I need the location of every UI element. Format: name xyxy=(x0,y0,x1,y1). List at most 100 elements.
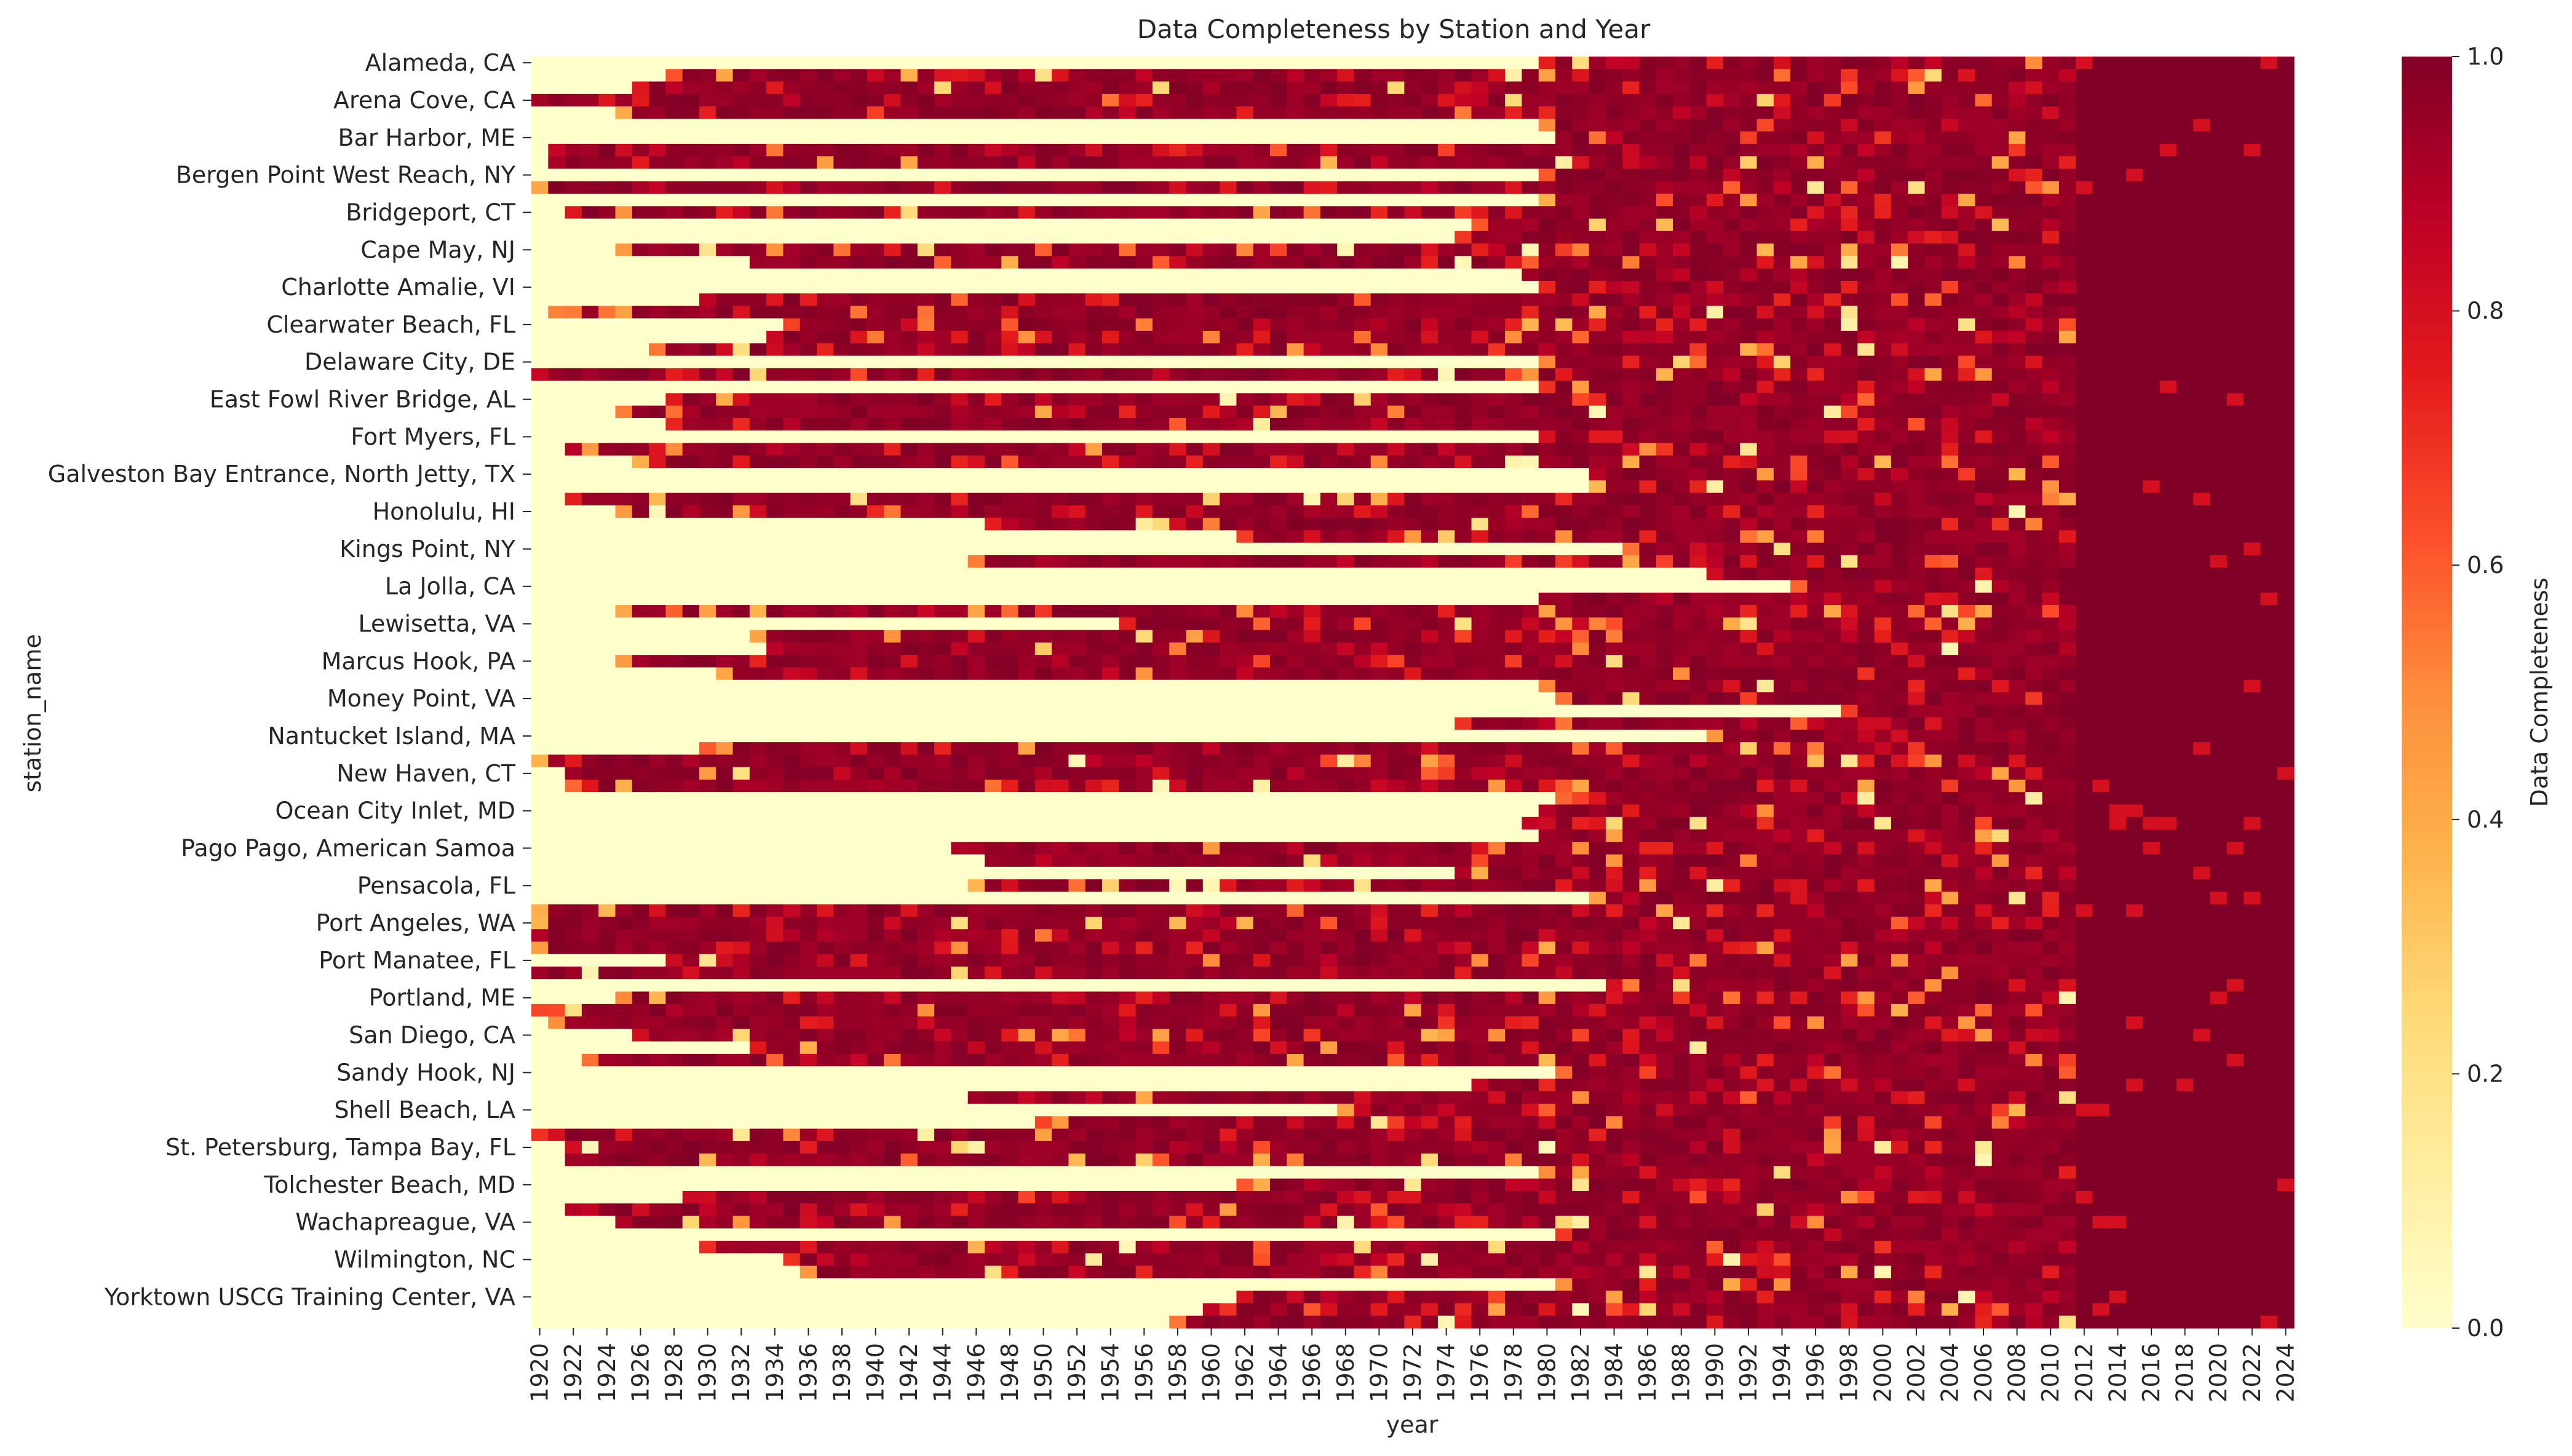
heatmap-cell xyxy=(783,381,800,394)
heatmap-cell xyxy=(665,381,683,394)
heatmap-cell xyxy=(1622,57,1640,69)
heatmap-cell xyxy=(2160,106,2177,119)
heatmap-cell xyxy=(918,82,935,95)
heatmap-cell xyxy=(2260,580,2277,593)
heatmap-cell xyxy=(951,617,968,630)
heatmap-cell xyxy=(2042,456,2060,469)
heatmap-cell xyxy=(1689,343,1707,356)
heatmap-cell xyxy=(1455,57,1472,69)
heatmap-cell xyxy=(1153,231,1170,244)
heatmap-cell xyxy=(1942,219,1959,232)
heatmap-cell xyxy=(901,530,918,543)
heatmap-cell xyxy=(733,132,750,144)
heatmap-cell xyxy=(1438,181,1455,194)
heatmap-cell xyxy=(665,269,683,282)
heatmap-cell xyxy=(716,181,733,194)
heatmap-cell xyxy=(1455,617,1472,630)
heatmap-cell xyxy=(1320,194,1338,207)
heatmap-cell xyxy=(851,418,868,431)
heatmap-cell xyxy=(918,518,935,531)
heatmap-cell xyxy=(1925,206,1942,219)
heatmap-cell xyxy=(1354,393,1371,406)
heatmap-cell xyxy=(1438,568,1455,580)
heatmap-cell xyxy=(598,555,616,568)
heatmap-cell xyxy=(1757,306,1774,318)
heatmap-cell xyxy=(985,605,1002,618)
heatmap-cell xyxy=(1186,493,1204,506)
heatmap-cell xyxy=(1975,356,1992,369)
heatmap-cell xyxy=(1757,530,1774,543)
heatmap-cell xyxy=(716,530,733,543)
heatmap-cell xyxy=(2143,381,2160,394)
heatmap-cell xyxy=(884,368,901,381)
heatmap-cell xyxy=(1086,57,1103,69)
heatmap-cell xyxy=(951,206,968,219)
heatmap-cell xyxy=(2092,630,2110,643)
heatmap-cell xyxy=(1488,293,1506,306)
heatmap-cell xyxy=(2277,518,2295,531)
heatmap-cell xyxy=(1841,543,1858,556)
heatmap-cell xyxy=(1153,443,1170,456)
heatmap-cell xyxy=(1606,605,1623,618)
heatmap-cell xyxy=(1472,144,1489,157)
heatmap-cell xyxy=(1354,543,1371,556)
heatmap-cell xyxy=(2009,555,2026,568)
heatmap-cell xyxy=(1606,406,1623,419)
heatmap-cell xyxy=(901,156,918,169)
heatmap-cell xyxy=(1387,418,1405,431)
heatmap-cell xyxy=(1035,530,1052,543)
heatmap-cell xyxy=(1774,617,1791,630)
heatmap-cell xyxy=(733,343,750,356)
heatmap-cell xyxy=(565,555,582,568)
heatmap-cell xyxy=(548,119,565,132)
heatmap-cell xyxy=(1622,617,1640,630)
heatmap-cell xyxy=(1236,69,1253,82)
heatmap-cell xyxy=(1287,168,1304,181)
heatmap-cell xyxy=(1488,617,1506,630)
heatmap-cell xyxy=(1622,605,1640,618)
heatmap-cell xyxy=(2009,269,2026,282)
heatmap-cell xyxy=(1169,643,1186,655)
heatmap-cell xyxy=(1790,231,1808,244)
heatmap-cell xyxy=(2177,194,2194,207)
heatmap-cell xyxy=(1001,643,1018,655)
heatmap-cell xyxy=(2025,269,2042,282)
heatmap-cell xyxy=(1220,144,1237,157)
heatmap-cell xyxy=(1606,343,1623,356)
heatmap-cell xyxy=(1992,468,2009,481)
heatmap-cell xyxy=(1975,69,1992,82)
heatmap-cell xyxy=(1320,630,1338,643)
heatmap-cell xyxy=(1337,194,1354,207)
heatmap-cell xyxy=(1404,430,1421,443)
heatmap-cell xyxy=(1757,156,1774,169)
heatmap-cell xyxy=(951,156,968,169)
heatmap-cell xyxy=(1488,568,1506,580)
heatmap-cell xyxy=(1824,430,1841,443)
heatmap-cell xyxy=(867,331,884,344)
heatmap-cell xyxy=(2059,480,2076,493)
heatmap-cell xyxy=(1891,82,1908,95)
heatmap-cell xyxy=(683,318,700,331)
heatmap-cell xyxy=(750,318,767,331)
heatmap-cell xyxy=(1304,555,1321,568)
heatmap-cell xyxy=(1589,69,1606,82)
heatmap-cell xyxy=(1354,106,1371,119)
heatmap-cell xyxy=(1354,219,1371,232)
heatmap-cell xyxy=(1992,568,2009,580)
heatmap-cell xyxy=(1438,343,1455,356)
heatmap-cell xyxy=(1908,318,1925,331)
heatmap-cell xyxy=(1673,194,1690,207)
heatmap-cell xyxy=(766,194,784,207)
heatmap-cell xyxy=(968,617,985,630)
heatmap-cell xyxy=(1790,468,1808,481)
heatmap-cell xyxy=(1958,219,1975,232)
heatmap-cell xyxy=(985,393,1002,406)
heatmap-cell xyxy=(1639,106,1656,119)
heatmap-cell xyxy=(2244,605,2261,618)
heatmap-cell xyxy=(1337,468,1354,481)
heatmap-cell xyxy=(985,82,1002,95)
heatmap-cell xyxy=(1958,194,1975,207)
heatmap-cell xyxy=(1018,57,1036,69)
heatmap-cell xyxy=(783,593,800,606)
heatmap-cell xyxy=(783,69,800,82)
